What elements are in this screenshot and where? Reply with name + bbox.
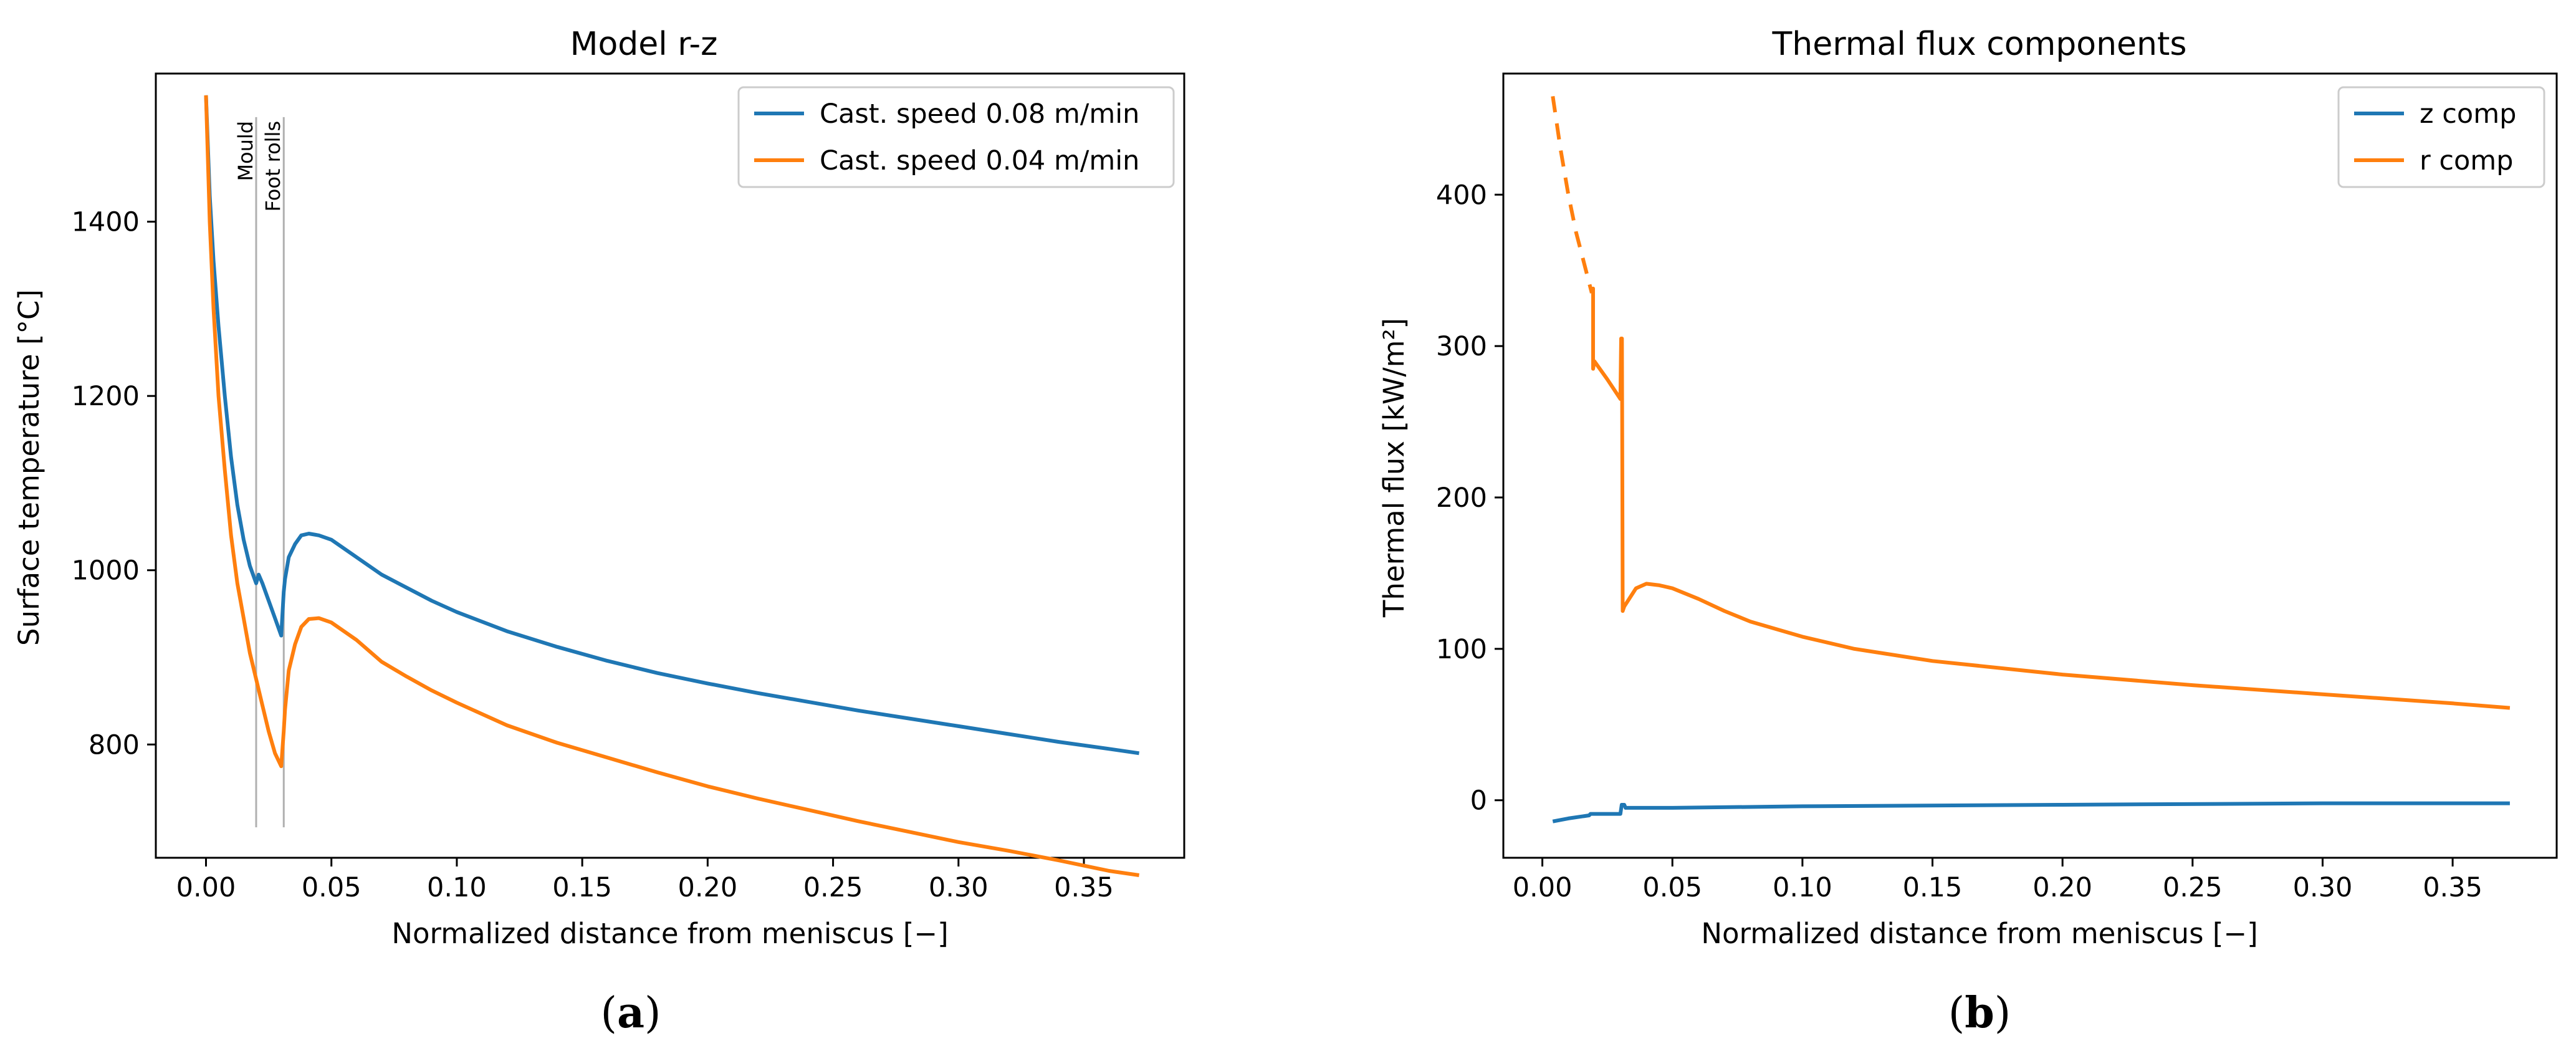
panel-b-xlabel: Normalized distance from meniscus [−] bbox=[1701, 917, 2258, 950]
x-tick-label: 0.25 bbox=[803, 872, 863, 903]
x-tick-label: 0.10 bbox=[427, 872, 487, 903]
legend-label-z-comp: z comp bbox=[2420, 98, 2516, 130]
x-tick-label: 0.00 bbox=[176, 872, 236, 903]
panel-a-axes-frame bbox=[155, 72, 1185, 859]
x-tick-label: 0.00 bbox=[1513, 872, 1573, 903]
legend-label-speed-008: Cast. speed 0.08 m/min bbox=[820, 98, 1139, 130]
y-tick-label: 400 bbox=[1436, 180, 1487, 211]
legend-label-speed-004: Cast. speed 0.04 m/min bbox=[820, 145, 1139, 176]
panel-a-title: Model r-z bbox=[570, 26, 718, 63]
x-tick-label: 0.15 bbox=[552, 872, 612, 903]
panel-b-axes-frame bbox=[1502, 72, 2558, 859]
y-tick-label: 300 bbox=[1436, 331, 1487, 362]
series-line-cast-speed-0-08-m-min bbox=[204, 95, 1140, 756]
panel-a-xlabel: Normalized distance from meniscus [−] bbox=[391, 917, 948, 950]
panel-label-b-letter: b bbox=[1965, 988, 1994, 1038]
x-tick-label: 0.15 bbox=[1903, 872, 1963, 903]
panel-a-legend: Cast. speed 0.08 m/min Cast. speed 0.04 … bbox=[737, 86, 1175, 188]
x-tick-label: 0.25 bbox=[2163, 872, 2223, 903]
x-tick-label: 0.30 bbox=[929, 872, 989, 903]
x-tick-label: 0.30 bbox=[2293, 872, 2353, 903]
x-tick-label: 0.20 bbox=[2033, 872, 2092, 903]
series-line-cast-speed-0-04-m-min bbox=[204, 95, 1140, 877]
panel-b-title: Thermal flux components bbox=[1772, 26, 2187, 63]
x-tick-label: 0.35 bbox=[1054, 872, 1114, 903]
annotation-label: Foot rolls bbox=[261, 121, 285, 212]
panel-label-a-letter: a bbox=[617, 988, 644, 1038]
x-tick-label: 0.20 bbox=[678, 872, 737, 903]
panel-a-chart: Model r-z 0.00 0.05 0.10 0.15 0.20 0.25 0.30 0.… bbox=[12, 26, 1185, 950]
annotation-label: Mould bbox=[234, 121, 257, 181]
y-tick-label: 200 bbox=[1436, 482, 1487, 514]
y-tick-label: 1400 bbox=[72, 207, 140, 238]
x-tick-label: 0.35 bbox=[2423, 872, 2483, 903]
y-tick-label: 1200 bbox=[72, 381, 140, 412]
panel-a-ylabel: Surface temperature [°C] bbox=[12, 289, 45, 646]
panel-label-a: (a) bbox=[600, 988, 661, 1038]
y-tick-label: 1000 bbox=[72, 555, 140, 587]
legend-label-r-comp: r comp bbox=[2420, 145, 2513, 176]
y-tick-label: 100 bbox=[1436, 634, 1487, 665]
series-line-z-comp bbox=[1552, 801, 2510, 823]
x-tick-label: 0.10 bbox=[1773, 872, 1832, 903]
panel-b-legend: z comp r comp bbox=[2337, 86, 2545, 188]
series-line-r-comp bbox=[1551, 95, 1594, 294]
panel-label-b: (b) bbox=[1948, 988, 2011, 1038]
panel-a-legend-box bbox=[737, 86, 1175, 188]
y-tick-label: 0 bbox=[1470, 785, 1487, 817]
panel-b-ylabel: Thermal flux [kW/m²] bbox=[1377, 318, 1410, 618]
x-tick-label: 0.05 bbox=[302, 872, 362, 903]
y-tick-label: 800 bbox=[89, 729, 140, 761]
x-tick-label: 0.05 bbox=[1642, 872, 1702, 903]
panel-b-chart: Thermal flux components 0.00 0.05 0.10 0.15… bbox=[1377, 26, 2558, 950]
series-line-r-comp bbox=[1590, 286, 2511, 710]
